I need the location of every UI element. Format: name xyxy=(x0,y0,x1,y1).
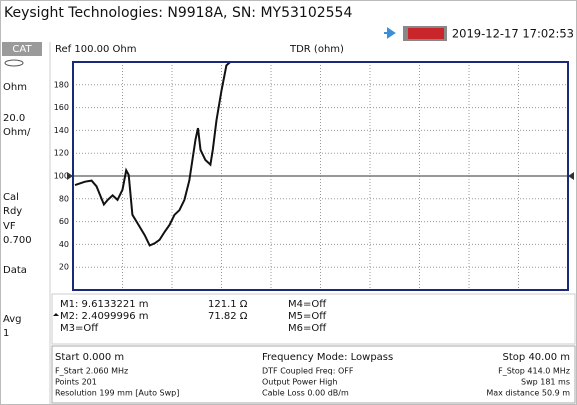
footer-left: Points 201 xyxy=(55,378,97,387)
usb-icon xyxy=(384,27,396,39)
vf-value: 0.700 xyxy=(3,235,32,246)
footer-left: F_Start 2.060 MHz xyxy=(55,367,128,376)
mode-box xyxy=(2,42,42,56)
marker-readout: M5=Off xyxy=(288,311,327,322)
marker-readout: M1: 9.6133221 m xyxy=(60,299,149,310)
vf: VF xyxy=(3,221,16,232)
y-tick-label: 20 xyxy=(59,263,69,272)
footer-right: Stop 40.00 m xyxy=(503,352,570,363)
y-tick-label: 120 xyxy=(54,149,69,158)
y-tick-label: 80 xyxy=(59,194,69,203)
reference-arrow xyxy=(568,172,574,180)
footer-middle: Frequency Mode: Lowpass xyxy=(262,352,393,363)
mode: CAT xyxy=(12,44,32,55)
footer-middle: DTF Coupled Freq: OFF xyxy=(262,367,354,376)
y-tick-label: 60 xyxy=(59,217,69,226)
footer-box xyxy=(51,345,576,404)
plot-border xyxy=(72,61,569,291)
avg-value: 1 xyxy=(3,328,9,339)
cal-state: Rdy xyxy=(3,206,22,217)
footer-right: Max distance 50.9 m xyxy=(486,389,570,398)
marker-readout: M4=Off xyxy=(288,299,327,310)
y-tick-label: 100 xyxy=(54,172,69,181)
active-marker xyxy=(53,313,59,316)
avg: Avg xyxy=(3,314,22,325)
footer-left: Resolution 199 mm [Auto Swp] xyxy=(55,389,179,398)
reference-arrow-left xyxy=(67,172,73,180)
marker-readout: M6=Off xyxy=(288,323,327,334)
chart-title: TDR (ohm) xyxy=(289,44,344,55)
marker-box xyxy=(51,293,576,345)
trace xyxy=(74,61,231,247)
scale-unit: Ohm/ xyxy=(3,127,31,138)
footer-middle: Output Power High xyxy=(262,378,337,387)
footer-middle: Cable Loss 0.00 dB/m xyxy=(262,389,349,398)
footer-right: F_Stop 414.0 MHz xyxy=(498,367,570,376)
scale: 20.0 xyxy=(3,113,25,124)
y-tick-label: 40 xyxy=(59,240,69,249)
marker-readout: M3=Off xyxy=(60,323,99,334)
cal: Cal xyxy=(3,192,19,203)
reference: Ref 100.00 Ohm xyxy=(55,44,136,55)
title: Keysight Technologies: N9918A, SN: MY531… xyxy=(4,5,352,21)
battery-level xyxy=(408,28,444,39)
y-tick-label: 160 xyxy=(54,103,69,112)
data: Data xyxy=(3,265,27,276)
icon xyxy=(4,59,24,67)
marker-readout: 121.1 Ω xyxy=(208,299,248,310)
y-tick-label: 140 xyxy=(54,126,69,135)
marker-readout: 71.82 Ω xyxy=(208,311,248,322)
y-tick-label: 180 xyxy=(54,80,69,89)
unit: Ohm xyxy=(3,82,27,93)
footer-left: Start 0.000 m xyxy=(55,352,124,363)
marker-readout: M2: 2.4099996 m xyxy=(60,311,149,322)
datetime: 2019-12-17 17:02:53 xyxy=(452,27,574,41)
footer-right: Swp 181 ms xyxy=(521,378,570,387)
